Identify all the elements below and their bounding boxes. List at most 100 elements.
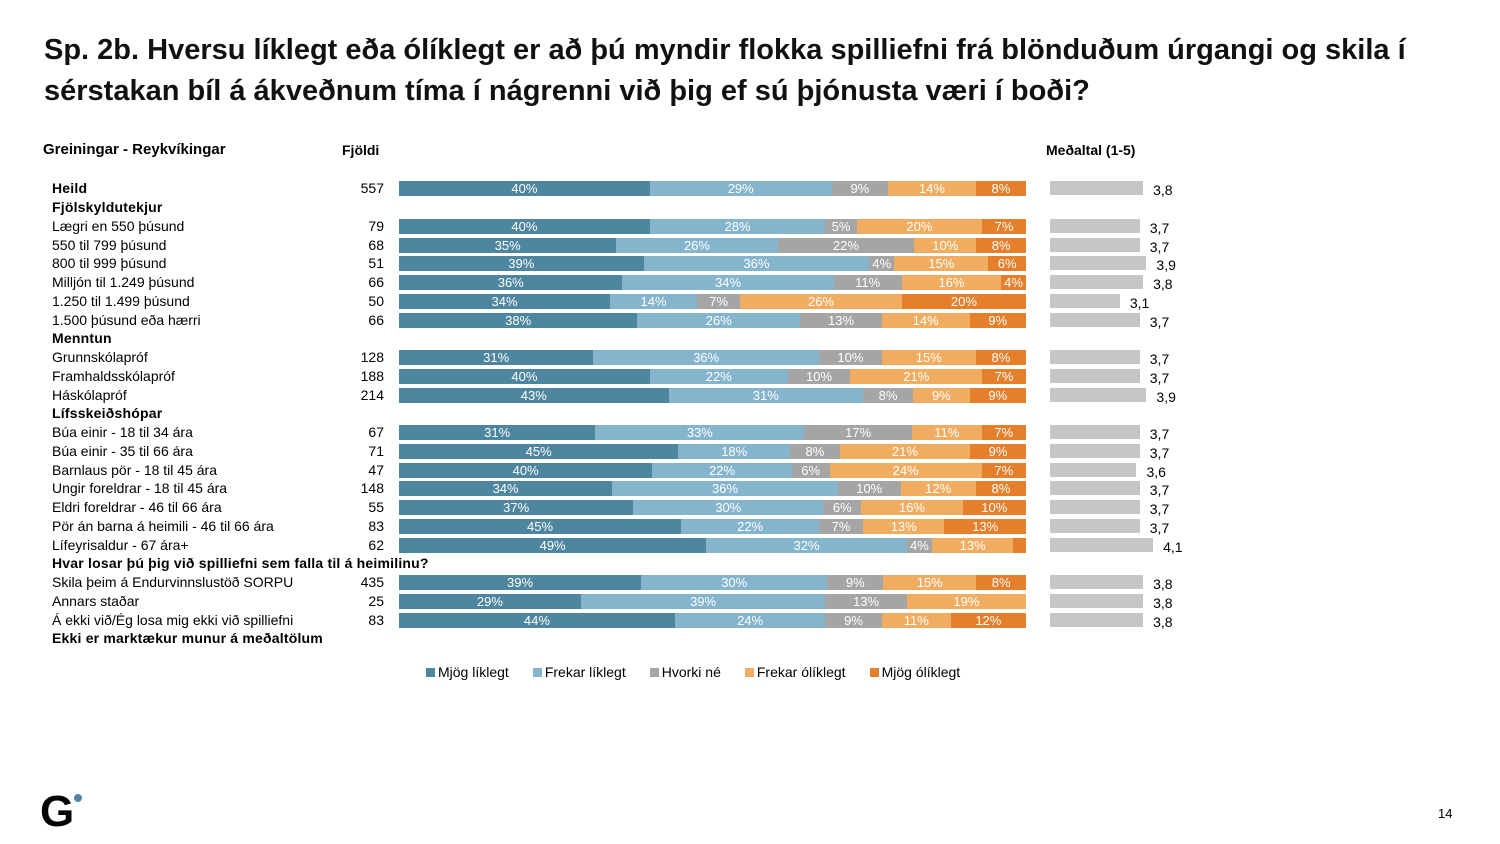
seg-frekar-oliklegt: 13% — [862, 518, 945, 534]
seg-frekar-liklegt: 30% — [633, 500, 824, 515]
company-logo: G — [40, 787, 75, 836]
legend-label: Hvorki né — [661, 664, 721, 680]
seg-frekar-oliklegt: 11% — [911, 425, 982, 440]
row-count: 188 — [360, 367, 384, 384]
seg-mjog-oliklegt: 12% — [950, 612, 1026, 628]
stacked-bar: 29% 39% 13% 19% — [399, 593, 1026, 609]
seg-hvorki-ne: 8% — [862, 387, 914, 403]
mean-value: 3,8 — [1153, 276, 1173, 292]
stacked-bar: 34% 36% 10% 12% 8% — [399, 481, 1026, 497]
mean-bar — [1050, 443, 1140, 458]
mean-bar — [1050, 425, 1140, 439]
seg-frekar-liklegt: 39% — [580, 593, 826, 609]
stacked-bar: 35% 26% 22% 10% 8% — [399, 237, 1026, 253]
seg-frekar-liklegt: 22% — [649, 368, 788, 384]
seg-mjog-liklegt: 40% — [399, 368, 650, 384]
row-label: Ungir foreldrar - 18 til 45 ára — [52, 480, 228, 497]
seg-hvorki-ne: 11% — [833, 275, 902, 290]
seg-frekar-oliklegt: 16% — [861, 500, 963, 515]
seg-frekar-liklegt: 24% — [674, 612, 826, 628]
row-label: Framhaldsskólapróf — [52, 367, 175, 384]
mean-bar — [1050, 537, 1154, 552]
seg-mjog-oliklegt: 8% — [976, 575, 1026, 590]
seg-frekar-oliklegt: 15% — [883, 575, 977, 590]
seg-hvorki-ne: 4% — [906, 537, 932, 553]
row-count: 83 — [368, 611, 384, 628]
row-label: 800 til 999 þúsund — [52, 255, 167, 272]
mean-value: 3,8 — [1153, 182, 1173, 198]
seg-hvorki-ne: 5% — [825, 218, 857, 234]
row-label: Grunnskólapróf — [52, 349, 148, 365]
seg-frekar-liklegt: 22% — [681, 518, 820, 534]
seg-mjog-liklegt: 38% — [399, 312, 638, 328]
seg-mjog-liklegt: 36% — [399, 275, 623, 290]
mean-bar — [1050, 500, 1140, 514]
seg-mjog-liklegt: 31% — [399, 425, 596, 440]
stacked-bar: 31% 33% 17% 11% 7% — [399, 425, 1026, 440]
seg-hvorki-ne: 7% — [696, 293, 741, 309]
stacked-bar: 40% 29% 9% 14% 8% — [399, 181, 1026, 196]
seg-mjog-oliklegt: 20% — [901, 293, 1026, 309]
row-label: Búa einir - 35 til 66 ára — [52, 442, 193, 459]
seg-frekar-liklegt: 26% — [637, 312, 801, 328]
seg-hvorki-ne: 6% — [791, 462, 830, 478]
row-count: 71 — [368, 442, 384, 459]
mean-bar — [1050, 462, 1137, 477]
seg-frekar-oliklegt: 13% — [931, 537, 1014, 553]
mean-bar — [1050, 481, 1140, 496]
legend-swatch — [426, 667, 435, 677]
seg-frekar-oliklegt: 14% — [888, 181, 976, 196]
mean-value: 3,6 — [1146, 463, 1166, 480]
seg-frekar-oliklegt: 9% — [913, 387, 970, 403]
seg-mjog-liklegt: 45% — [399, 518, 682, 534]
mean-bar — [1050, 312, 1140, 327]
seg-frekar-liklegt: 18% — [678, 443, 791, 459]
legend-swatch — [744, 667, 754, 677]
seg-frekar-oliklegt: 10% — [914, 237, 977, 253]
stacked-bar: 34% 14% 7% 26% 20% — [399, 293, 1026, 309]
mean-value: 3,9 — [1156, 257, 1176, 274]
seg-hvorki-ne: 13% — [800, 312, 882, 328]
seg-mjog-oliklegt: 10% — [962, 500, 1026, 515]
row-count: 128 — [360, 349, 384, 365]
seg-mjog-oliklegt: 9% — [969, 387, 1026, 403]
stacked-bar: 36% 34% 11% 16% 4% — [399, 275, 1026, 290]
mean-bar — [1050, 593, 1144, 608]
seg-mjog-oliklegt — [1013, 537, 1026, 553]
row-count: 557 — [360, 180, 384, 196]
mean-bar — [1050, 256, 1147, 271]
seg-mjog-liklegt: 40% — [399, 218, 650, 234]
seg-mjog-oliklegt: 9% — [969, 312, 1026, 328]
mean-value: 3,7 — [1149, 501, 1170, 517]
seg-mjog-liklegt: 39% — [399, 256, 644, 272]
seg-frekar-liklegt: 31% — [668, 387, 863, 403]
legend-label: Frekar líklegt — [544, 664, 626, 680]
logo-dot — [74, 794, 82, 802]
seg-mjog-oliklegt: 7% — [982, 218, 1026, 234]
legend-item: Mjög líklegt — [426, 664, 509, 680]
seg-frekar-oliklegt: 14% — [881, 312, 970, 328]
seg-frekar-liklegt: 26% — [616, 237, 778, 253]
seg-mjog-oliklegt: 7% — [981, 462, 1026, 478]
seg-mjog-liklegt: 35% — [399, 237, 617, 253]
seg-hvorki-ne: 10% — [819, 350, 882, 365]
row-count: 51 — [368, 255, 384, 272]
mean-value: 3,7 — [1149, 313, 1170, 330]
mean-value: 3,1 — [1129, 294, 1150, 311]
stacked-bar: 49% 32% 4% 13% — [399, 537, 1026, 553]
seg-mjog-oliklegt: 8% — [975, 181, 1026, 196]
seg-frekar-oliklegt: 15% — [881, 350, 976, 365]
mean-bar — [1050, 387, 1147, 402]
seg-hvorki-ne: 10% — [787, 368, 851, 384]
legend-label: Frekar ólíklegt — [756, 664, 846, 680]
seg-frekar-liklegt: 28% — [649, 218, 826, 234]
group-heading: Fjölskyldutekjur — [52, 199, 163, 215]
row-count: 47 — [368, 461, 384, 478]
stacked-bar: 43% 31% 8% 9% 9% — [399, 387, 1026, 403]
seg-frekar-oliklegt: 15% — [894, 256, 989, 272]
row-count: 50 — [368, 292, 384, 309]
mean-value: 3,8 — [1153, 594, 1173, 611]
count-header: Fjöldi — [342, 142, 380, 158]
row-count: 66 — [368, 311, 384, 328]
group-heading: Menntun — [52, 330, 112, 347]
